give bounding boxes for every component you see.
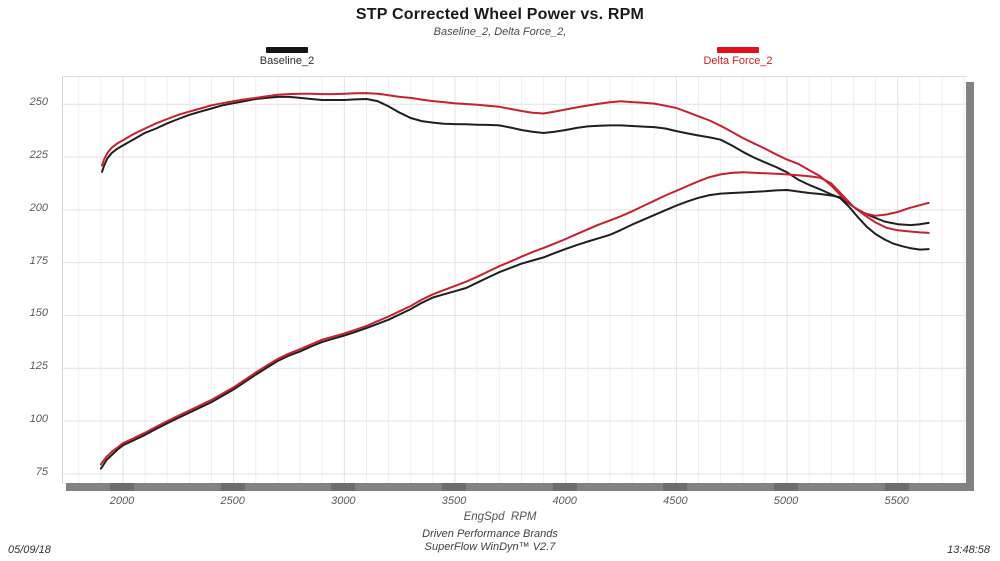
x-tick-label: 5000 <box>773 495 799 507</box>
x-axis-tick-mark <box>331 483 356 491</box>
x-axis-tick-mark <box>220 483 245 491</box>
x-axis-tick-mark <box>774 483 799 491</box>
series-line-3 <box>99 171 930 466</box>
x-tick-label: 5500 <box>884 495 909 507</box>
series-line-2 <box>101 92 930 234</box>
delta-force-legend-swatch <box>717 47 759 53</box>
time-stamp: 13:48:58 <box>947 544 990 556</box>
x-axis-tick-mark <box>442 483 466 491</box>
chart-subtitle: Baseline_2, Delta Force_2, <box>433 26 567 38</box>
x-axis-title: EngSpd RPM <box>463 511 537 523</box>
gridlines <box>63 77 967 484</box>
x-tick-label: 4000 <box>552 495 577 507</box>
series-line-0 <box>101 95 930 251</box>
right-axis-bar <box>966 82 974 491</box>
y-tick-label: 75 <box>35 465 48 478</box>
x-axis-tick-mark <box>109 483 134 491</box>
chart-canvas <box>63 77 967 484</box>
y-tick-label: 150 <box>29 307 48 320</box>
baseline-legend-label: Baseline_2 <box>259 55 315 67</box>
y-tick-label: 100 <box>29 413 48 426</box>
x-axis-tick-mark <box>552 483 577 491</box>
y-tick-label: 200 <box>29 201 48 214</box>
plot-area <box>62 76 967 484</box>
x-tick-label: 4500 <box>663 495 688 507</box>
y-tick-label: 125 <box>29 360 48 373</box>
footer-software: SuperFlow WinDyn™ V2.7 <box>424 541 556 553</box>
y-tick-label: 250 <box>29 96 48 109</box>
x-axis-tick-mark <box>884 483 909 491</box>
x-axis-bar <box>66 483 974 491</box>
baseline-legend-swatch <box>266 47 308 53</box>
date-stamp: 05/09/18 <box>8 544 51 556</box>
legend-item-baseline: Baseline_2 <box>232 47 342 67</box>
x-tick-label: 2500 <box>220 495 245 507</box>
y-tick-label: 225 <box>29 149 48 162</box>
delta-force-legend-label: Delta Force_2 <box>703 55 773 67</box>
footer-brand: Driven Performance Brands <box>422 528 558 540</box>
x-tick-label: 3000 <box>331 495 356 507</box>
x-axis-tick-mark <box>663 483 688 491</box>
x-tick-label: 3500 <box>441 495 467 507</box>
chart-title: STP Corrected Wheel Power vs. RPM <box>355 6 645 23</box>
series-line-1 <box>99 189 930 470</box>
y-tick-label: 175 <box>29 254 48 267</box>
legend-item-delta-force: Delta Force_2 <box>683 47 793 67</box>
x-tick-label: 2000 <box>109 495 135 507</box>
